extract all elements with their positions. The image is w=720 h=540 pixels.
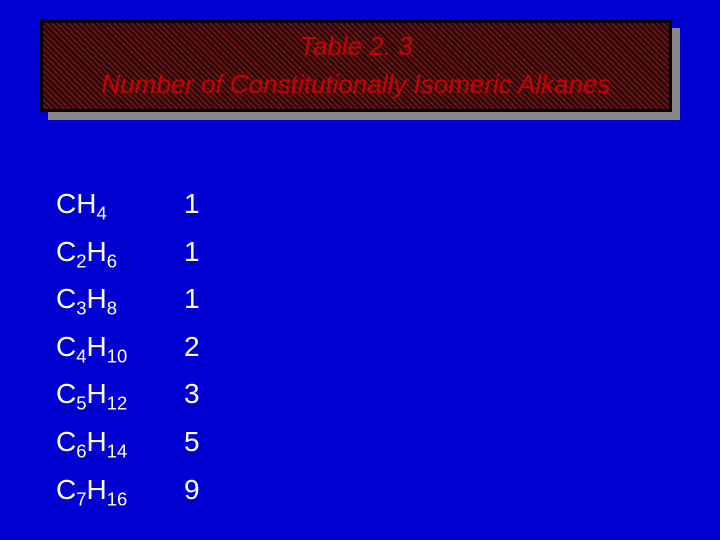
formula-cell: C2H6 (56, 228, 184, 276)
count-cell: 1 (184, 275, 224, 323)
table-row: C6H14 5 (56, 418, 224, 466)
count-cell: 2 (184, 323, 224, 371)
count-cell: 1 (184, 228, 224, 276)
table-row: C5H12 3 (56, 370, 224, 418)
title-line-2: Number of Constitutionally Isomeric Alka… (101, 66, 610, 104)
count-cell: 5 (184, 418, 224, 466)
title-box: Table 2. 3 Number of Constitutionally Is… (40, 20, 672, 112)
formula-cell: C6H14 (56, 418, 184, 466)
table-row: CH4 1 (56, 180, 224, 228)
count-cell: 3 (184, 370, 224, 418)
formula-cell: CH4 (56, 180, 184, 228)
table-row: C4H10 2 (56, 323, 224, 371)
formula-cell: C4H10 (56, 323, 184, 371)
isomer-table: CH4 1 C2H6 1 C3H8 1 C4H10 2 C5H12 3 C6H1… (56, 180, 224, 513)
count-cell: 1 (184, 180, 224, 228)
table-row: C3H8 1 (56, 275, 224, 323)
title-container: Table 2. 3 Number of Constitutionally Is… (40, 20, 680, 120)
title-line-1: Table 2. 3 (299, 28, 412, 66)
count-cell: 9 (184, 466, 224, 514)
formula-cell: C7H16 (56, 466, 184, 514)
table-row: C7H16 9 (56, 466, 224, 514)
formula-cell: C3H8 (56, 275, 184, 323)
formula-cell: C5H12 (56, 370, 184, 418)
table-row: C2H6 1 (56, 228, 224, 276)
